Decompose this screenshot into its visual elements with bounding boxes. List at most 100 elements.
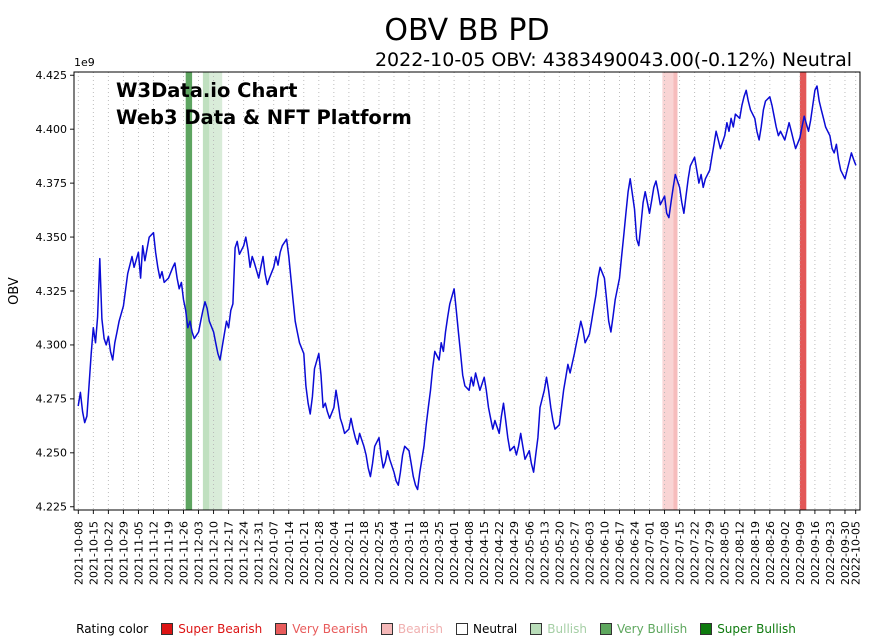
- x-tick-label: 2021-10-15: [87, 521, 100, 585]
- gridlines: [77, 72, 857, 510]
- x-tick-label: 2022-02-11: [343, 521, 356, 585]
- legend-item-label: Bearish: [397, 622, 443, 636]
- y-offset-label: 1e9: [74, 56, 95, 69]
- legend-item-label: Neutral: [472, 622, 518, 636]
- legend-item-super-bearish: Super Bearish: [161, 622, 262, 636]
- x-tick-label: 2022-02-25: [373, 521, 386, 585]
- rating-band-bearish: [673, 72, 678, 510]
- y-tick-label: 4.250: [36, 447, 68, 460]
- x-tick-label: 2022-08-12: [734, 521, 747, 585]
- x-tick-label: 2022-05-06: [523, 521, 536, 585]
- x-tick-label: 2022-02-18: [358, 521, 371, 585]
- x-tick-label: 2022-06-17: [614, 521, 627, 585]
- y-tick-label: 4.225: [36, 501, 68, 514]
- chart-title: OBV BB PD: [384, 13, 549, 48]
- y-tick-label: 4.275: [36, 393, 68, 406]
- x-tick-label: 2021-12-31: [253, 521, 266, 585]
- legend-swatch: [455, 623, 468, 635]
- y-tick-label: 4.325: [36, 285, 68, 298]
- legend-item-label: Bullish: [547, 622, 587, 636]
- y-tick-label: 4.300: [36, 339, 68, 352]
- x-tick-label: 2022-07-29: [704, 521, 717, 585]
- y-tick-label: 4.400: [36, 123, 68, 136]
- legend-item-label: Very Bearish: [292, 622, 368, 636]
- x-tick-label: 2022-03-11: [403, 521, 416, 585]
- legend-swatch: [380, 623, 393, 635]
- x-tick-label: 2022-09-30: [839, 521, 852, 585]
- legend-item-bearish: Bearish: [380, 622, 443, 636]
- legend-item-super-bullish: Super Bullish: [700, 622, 796, 636]
- legend-item-label: Super Bullish: [717, 622, 796, 636]
- rating-band-bullish: [209, 72, 223, 510]
- x-tick-label: 2022-01-07: [268, 521, 281, 585]
- legend-item-very-bearish: Very Bearish: [275, 622, 368, 636]
- x-tick-label: 2021-11-26: [178, 521, 191, 585]
- legend-swatch: [599, 623, 612, 635]
- x-tick-label: 2022-09-23: [824, 521, 837, 585]
- x-tick-label: 2021-11-19: [163, 521, 176, 585]
- legend-title: Rating color: [76, 622, 149, 636]
- x-tick-label: 2022-06-03: [583, 521, 596, 585]
- watermark-line1: W3Data.io Chart: [116, 79, 297, 102]
- x-tick-label: 2022-07-15: [674, 521, 687, 585]
- x-tick-label: 2022-04-22: [493, 521, 506, 585]
- x-tick-label: 2022-09-09: [794, 521, 807, 585]
- rating-band-very_bullish: [185, 72, 193, 510]
- x-tick-label: 2021-11-05: [132, 521, 145, 585]
- x-tick-label: 2021-11-12: [148, 521, 161, 585]
- y-tick-label: 4.425: [36, 69, 68, 82]
- x-tick-label: 2022-10-05: [850, 521, 863, 585]
- legend-item-bullish: Bullish: [530, 622, 587, 636]
- x-tick-label: 2022-08-26: [764, 521, 777, 585]
- x-tick-label: 2022-05-13: [538, 521, 551, 585]
- legend-item-label: Super Bearish: [178, 622, 263, 636]
- x-tick-label: 2021-12-24: [238, 521, 251, 585]
- x-tick-label: 2022-03-25: [433, 521, 446, 585]
- x-tick-label: 2022-03-04: [388, 521, 401, 585]
- x-tick-label: 2021-12-17: [223, 521, 236, 585]
- x-tick-label: 2022-08-19: [749, 521, 762, 585]
- x-tick-label: 2022-09-02: [779, 521, 792, 585]
- x-tick-label: 2022-05-20: [553, 521, 566, 585]
- chart-subtitle: 2022-10-05 OBV: 4383490043.00(-0.12%) Ne…: [375, 49, 852, 71]
- series-line-obv: [77, 85, 857, 491]
- x-tick-label: 2022-06-10: [598, 521, 611, 585]
- x-tick-label: 2022-04-08: [463, 521, 476, 585]
- rating-band-bearish: [662, 72, 674, 510]
- x-tick-label: 2022-09-16: [809, 521, 822, 585]
- y-axis-label: OBV: [7, 277, 22, 305]
- x-tick-label: 2022-06-24: [629, 521, 642, 585]
- x-tick-label: 2022-04-01: [448, 521, 461, 585]
- x-tick-label: 2022-03-18: [418, 521, 431, 585]
- x-tick-label: 2021-10-22: [102, 521, 115, 585]
- x-tick-label: 2022-05-27: [568, 521, 581, 585]
- axes-ticks: 2021-10-08 2021-10-15 2021-10-22 2021-10-29…: [36, 69, 863, 585]
- legend-item-very-bullish: Very Bullish: [599, 622, 688, 636]
- x-tick-label: 2022-01-21: [298, 521, 311, 585]
- y-tick-label: 4.350: [36, 231, 68, 244]
- x-tick-label: 2021-12-03: [193, 521, 206, 585]
- x-tick-label: 2021-10-08: [72, 521, 85, 585]
- y-tick-label: 4.375: [36, 177, 68, 190]
- rating-band-very_bearish: [799, 72, 807, 510]
- legend-swatch: [700, 623, 713, 635]
- legend-swatch: [161, 623, 174, 635]
- obv-line-series: [77, 85, 857, 491]
- x-tick-label: 2022-04-15: [478, 521, 491, 585]
- x-tick-label: 2022-07-08: [659, 521, 672, 585]
- x-tick-label: 2021-12-10: [208, 521, 221, 585]
- x-tick-label: 2022-07-01: [644, 521, 657, 585]
- x-tick-label: 2022-04-29: [508, 521, 521, 585]
- rating-band-bullish: [202, 72, 210, 510]
- legend-swatch: [530, 623, 543, 635]
- obv-chart-svg: OBV BB PD 2022-10-05 OBV: 4383490043.00(…: [7, 13, 863, 585]
- watermark-line2: Web3 Data & NFT Platform: [116, 106, 412, 129]
- x-tick-label: 2021-10-29: [117, 521, 130, 585]
- legend-item-label: Very Bullish: [616, 622, 688, 636]
- legend-item-neutral: Neutral: [455, 622, 518, 636]
- x-tick-label: 2022-08-05: [719, 521, 732, 585]
- x-tick-label: 2022-01-14: [283, 521, 296, 585]
- x-tick-label: 2022-01-28: [313, 521, 326, 585]
- rating-legend: Rating color Super Bearish Very Bearish Be…: [0, 622, 872, 636]
